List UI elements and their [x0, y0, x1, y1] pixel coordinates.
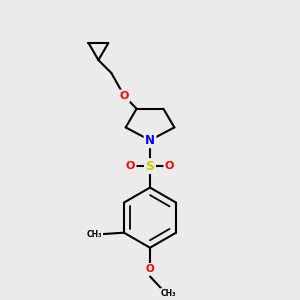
- Text: O: O: [146, 264, 154, 274]
- Text: O: O: [126, 161, 135, 171]
- Text: O: O: [119, 91, 129, 101]
- Text: O: O: [165, 161, 174, 171]
- Text: N: N: [145, 134, 155, 147]
- Text: CH₃: CH₃: [161, 289, 176, 298]
- Text: CH₃: CH₃: [87, 230, 102, 238]
- Text: S: S: [146, 160, 154, 172]
